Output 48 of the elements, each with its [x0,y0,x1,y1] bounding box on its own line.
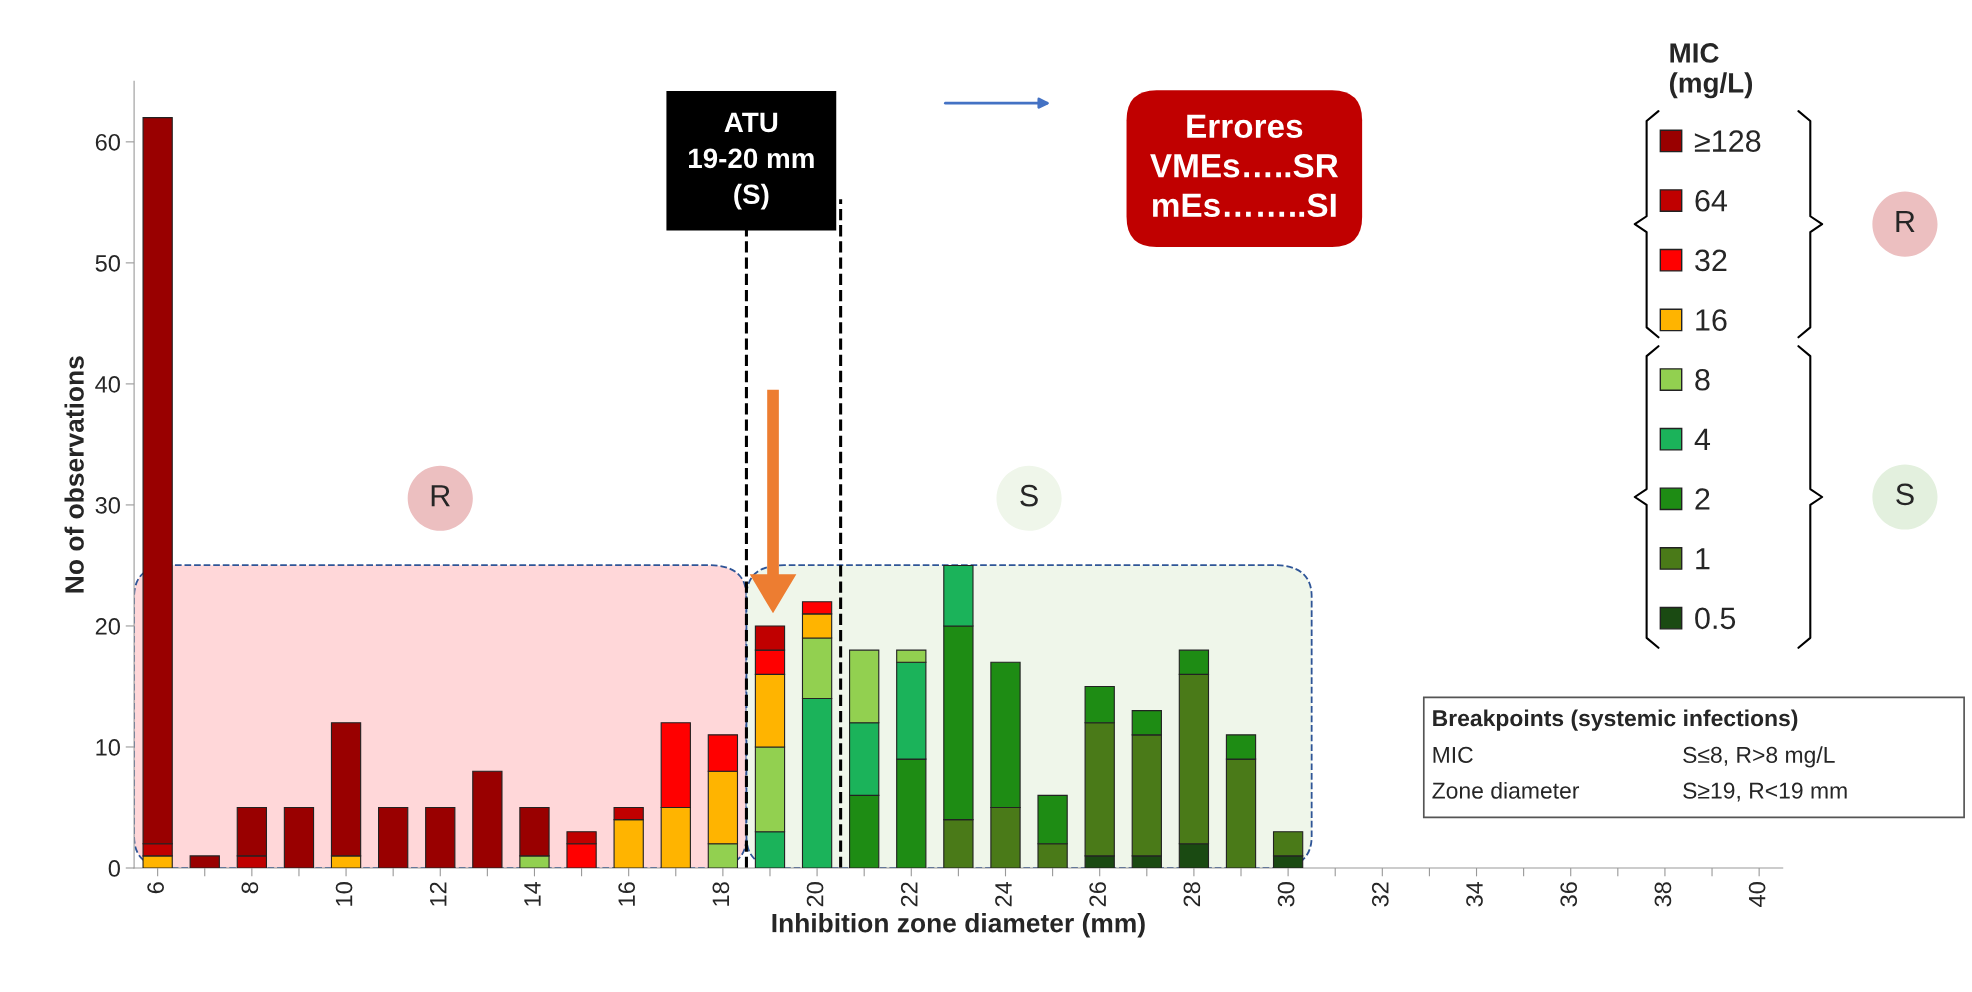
annotation: Breakpoints (systemic infections) [1433,709,1798,731]
y-tick-label: 60 [95,133,120,151]
x-tick-label: 14 [524,881,541,906]
legend-label: 4 [1694,428,1711,450]
legend-label: 32 [1695,249,1727,272]
x-tick-label: 16 [618,882,636,906]
x-tick-label: 24 [995,881,1012,907]
y-axis-title: No of observations [64,356,84,593]
x-tick-label: 8 [241,882,259,894]
text: R [1896,211,1915,233]
legend-label: 64 [1695,189,1728,212]
y-tick-label: 0 [108,860,120,877]
legend-title: MIC (mg/L) [1669,43,1753,99]
x-tick-label: 10 [335,882,353,906]
x-axis-title: Inhibition zone diameter (mm) [772,913,1145,938]
annotation: MIC [1433,746,1473,764]
x-tick-label: 26 [1089,882,1107,907]
x-tick-label: 30 [1277,882,1295,907]
x-tick-label: 6 [147,882,164,894]
text: S [1896,483,1914,506]
x-tick-label: 40 [1748,882,1766,907]
legend-label: 1 [1696,548,1710,570]
annotation: S≤8, R>8 mg/L [1683,746,1835,768]
annotation: ATU 19-20 mm (S) [689,112,814,210]
x-tick-label: 22 [900,882,918,907]
x-tick-label: 38 [1654,882,1672,907]
legend-label: 8 [1695,368,1710,391]
x-tick-label: 32 [1371,882,1389,907]
x-tick-label: 34 [1466,881,1483,907]
annotation: Zone diameter [1432,781,1580,799]
y-tick-label: 20 [95,618,120,635]
band-label: R [431,485,450,507]
legend-label: 16 [1696,309,1727,331]
x-tick-label: 36 [1560,882,1578,907]
y-tick-label: 10 [96,739,120,756]
annotation: Errores VMEs…..SR mEs……..SI [1150,114,1339,218]
x-tick-label: 20 [806,882,824,907]
x-tick-label: 18 [712,882,730,906]
legend-label: 2 [1695,488,1710,510]
y-tick-label: 40 [95,375,120,393]
y-tick-label: 30 [95,497,120,514]
y-tick-label: 50 [95,254,120,272]
band-label: S [1020,484,1038,507]
x-tick-label: 12 [429,882,447,906]
x-tick-label: 28 [1183,882,1201,907]
annotation: S≥19, R<19 mm [1683,782,1847,802]
legend-label: 0.5 [1695,607,1736,630]
legend-label: ≥128 [1694,130,1761,152]
